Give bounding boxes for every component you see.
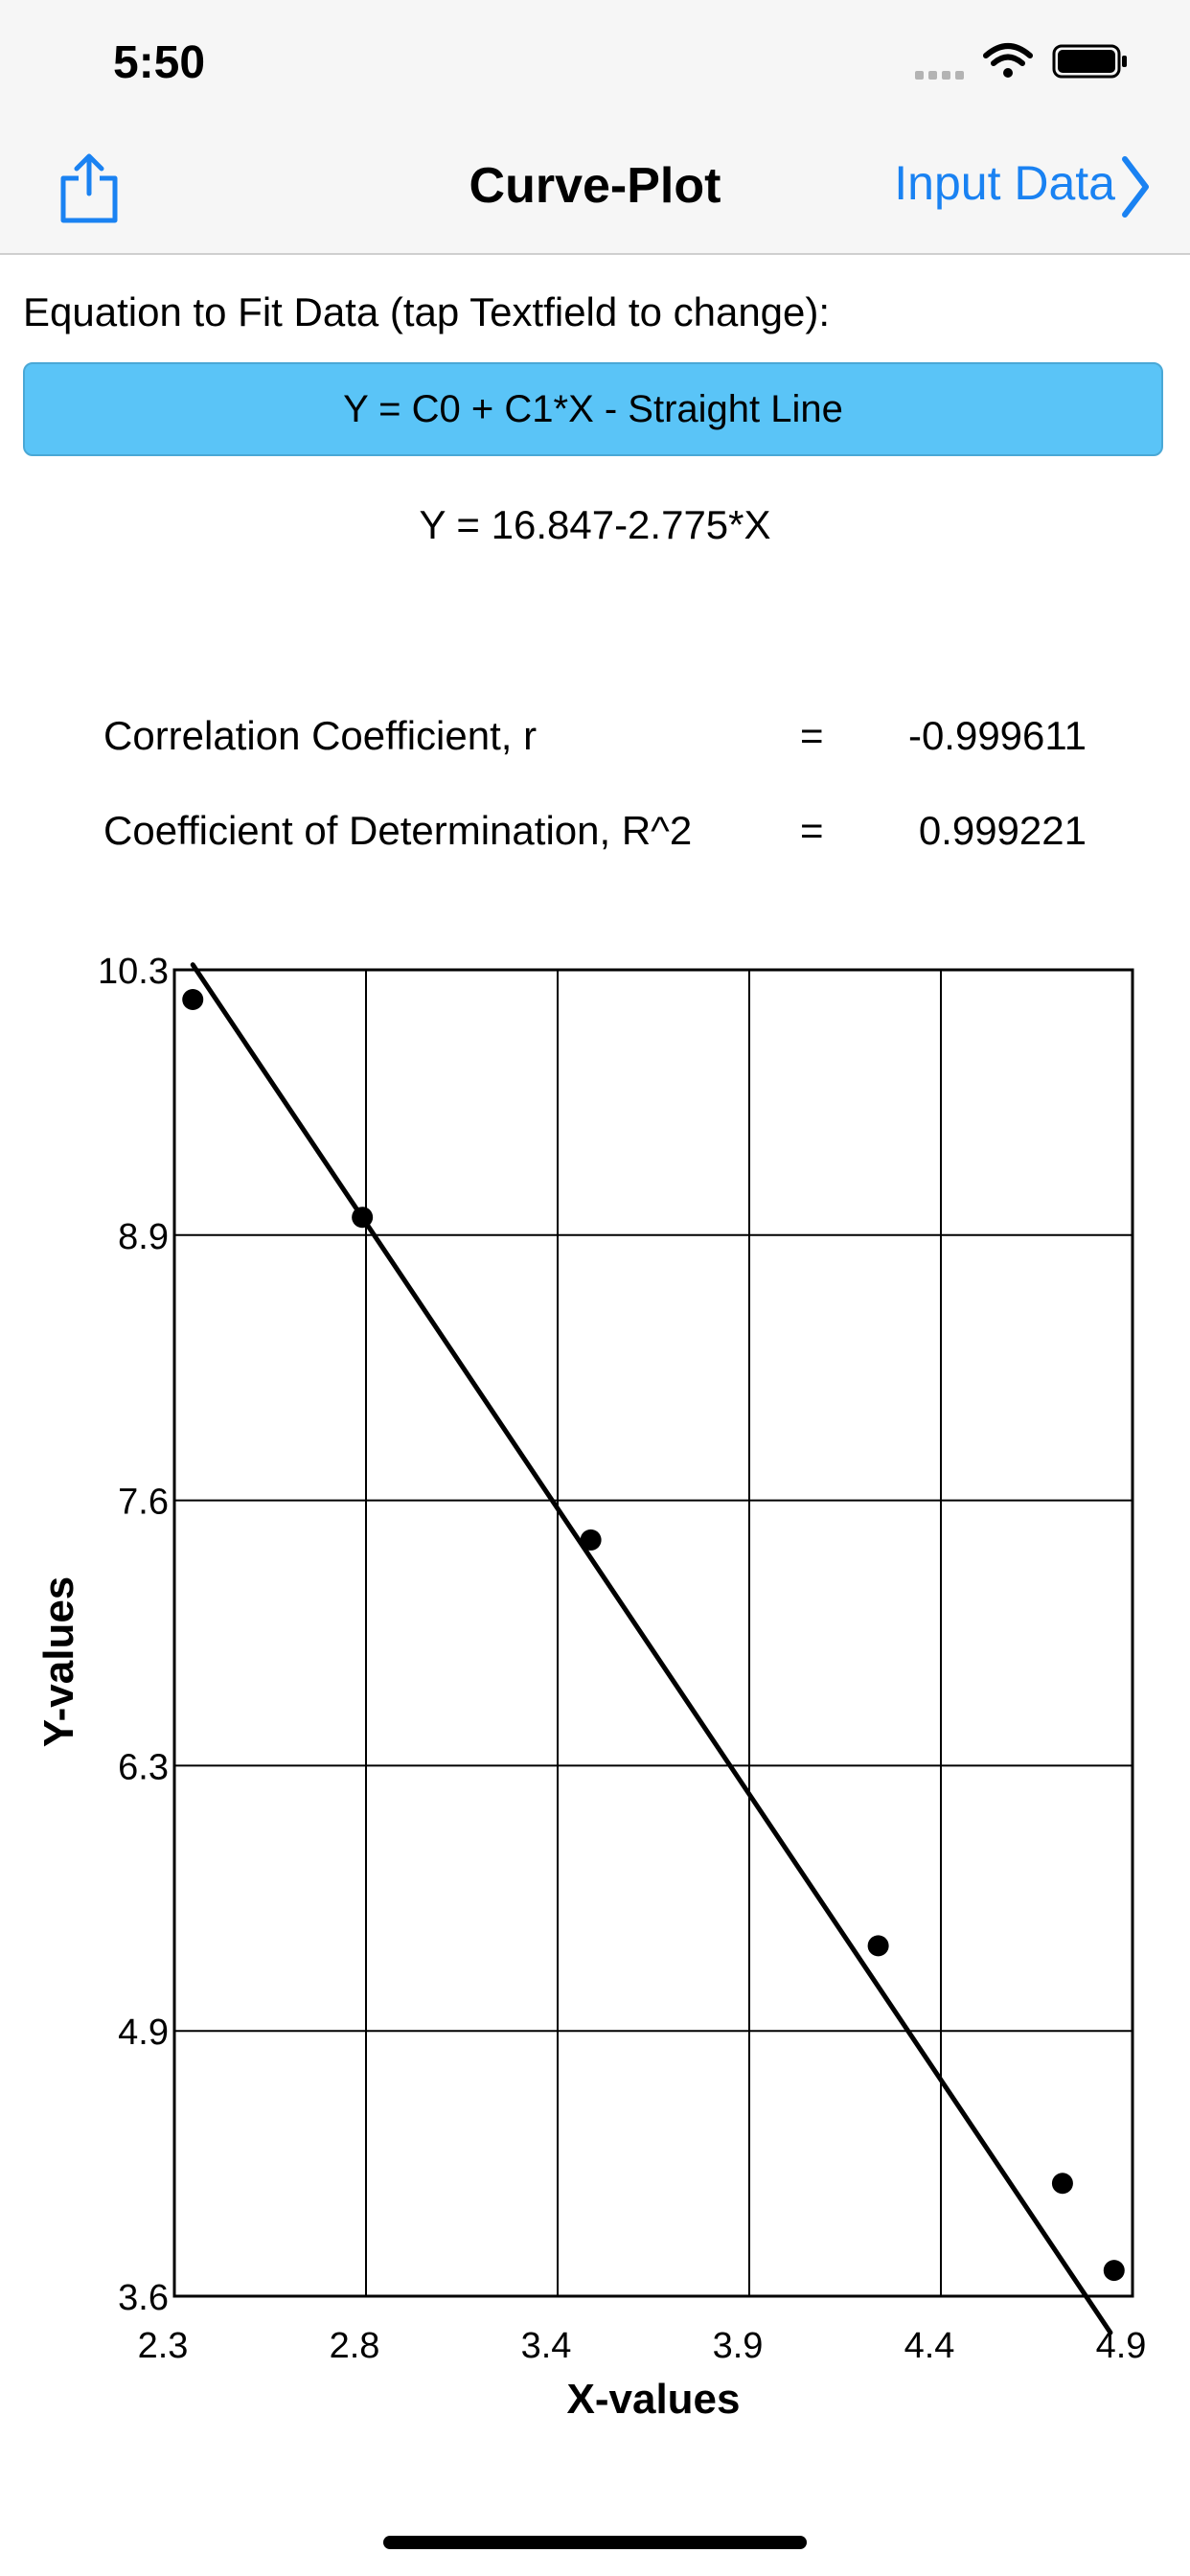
- navigation-bar: 5:50 Curve-Plot Input Data: [0, 0, 1190, 255]
- y-tick-label: 8.9: [118, 1217, 169, 1257]
- determination-equals: =: [800, 808, 824, 853]
- data-point: [352, 1207, 374, 1229]
- correlation-value: -0.999611: [907, 713, 1087, 758]
- determination-value: 0.999221: [918, 808, 1087, 853]
- data-point: [580, 1529, 602, 1551]
- data-point: [1103, 2260, 1125, 2282]
- chevron-right-icon[interactable]: [1119, 153, 1152, 220]
- plot-frame: [172, 968, 1134, 2298]
- x-tick-label: 4.9: [1096, 2326, 1147, 2366]
- y-axis-label: Y-values: [35, 1576, 82, 1748]
- y-tick-label: 3.6: [118, 2278, 169, 2318]
- scatter-chart: 10.3 8.9 7.6 6.3 4.9 3.6 2.3 2.8 3.4 3.9 4.4 4.9 X-v…: [35, 952, 1147, 2423]
- page-title: Curve-Plot: [469, 158, 721, 214]
- y-tick-label: 6.3: [118, 1747, 169, 1787]
- correlation-equals: =: [800, 713, 824, 758]
- cellular-signal-icon: [915, 71, 964, 80]
- x-tick-label: 2.8: [330, 2326, 380, 2366]
- input-data-button[interactable]: Input Data: [894, 156, 1115, 210]
- determination-label: Coefficient of Determination, R^2: [103, 808, 693, 853]
- fit-line: [190, 962, 1113, 2335]
- battery-icon: [1052, 44, 1127, 79]
- data-point: [182, 988, 204, 1010]
- y-tick-label: 4.9: [118, 2012, 169, 2053]
- y-tick-label: 10.3: [98, 952, 169, 992]
- y-tick-label: 7.6: [118, 1483, 169, 1523]
- data-point: [1051, 2173, 1073, 2195]
- equation-field[interactable]: Y = C0 + C1*X - Straight Line: [23, 362, 1163, 456]
- x-axis-label: X-values: [567, 2376, 741, 2423]
- correlation-label: Correlation Coefficient, r: [103, 713, 538, 758]
- status-time: 5:50: [113, 37, 206, 88]
- equation-label: Equation to Fit Data (tap Textfield to c…: [23, 289, 831, 334]
- data-point: [867, 1935, 889, 1957]
- x-tick-label: 2.3: [138, 2326, 189, 2366]
- x-tick-label: 3.9: [713, 2326, 764, 2366]
- wifi-icon: [983, 43, 1033, 78]
- x-tick-label: 3.4: [521, 2326, 572, 2366]
- share-icon[interactable]: [56, 151, 123, 224]
- home-indicator: [383, 2536, 807, 2549]
- fitted-equation: Y = 16.847-2.775*X: [419, 502, 771, 547]
- x-tick-label: 4.4: [904, 2326, 955, 2366]
